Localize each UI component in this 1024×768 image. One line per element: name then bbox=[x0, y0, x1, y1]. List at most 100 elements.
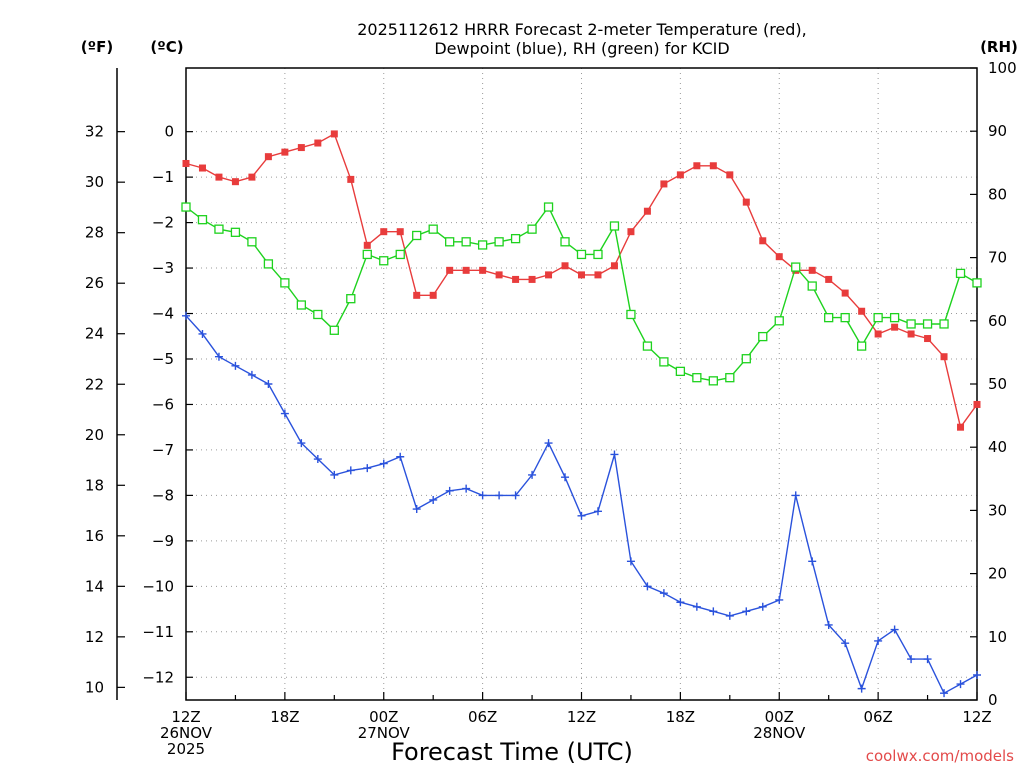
dewpoint-point bbox=[544, 439, 553, 448]
rh-tick-label: 100 bbox=[988, 59, 1017, 77]
dewpoint-point bbox=[940, 689, 949, 698]
fahrenheit-tick-label: 16 bbox=[85, 527, 104, 545]
dewpoint-point bbox=[577, 511, 586, 520]
rh-point bbox=[922, 319, 933, 329]
rh-point bbox=[642, 341, 653, 351]
rh-point bbox=[609, 221, 620, 231]
dewpoint-point bbox=[841, 639, 850, 648]
temperature-point bbox=[759, 237, 767, 245]
temperature-point bbox=[528, 275, 536, 283]
rh-point bbox=[379, 256, 389, 266]
temperature-point bbox=[610, 262, 618, 270]
dewpoint-point bbox=[462, 484, 471, 493]
dewpoint-point bbox=[214, 352, 223, 361]
dewpoint-point bbox=[956, 680, 965, 689]
temperature-point bbox=[594, 271, 602, 279]
temperature-point bbox=[198, 164, 206, 172]
temperature-point bbox=[314, 139, 322, 147]
rh-point bbox=[791, 262, 801, 272]
rh-point bbox=[346, 294, 356, 304]
x-tick-label: 12Z bbox=[567, 708, 596, 726]
temperature-point bbox=[693, 162, 701, 170]
temperature-point bbox=[858, 307, 866, 315]
x-tick-label: 18Z bbox=[666, 708, 695, 726]
temperature-point bbox=[825, 275, 833, 283]
dewpoint-point bbox=[363, 464, 372, 473]
fahrenheit-tick-label: 12 bbox=[85, 628, 104, 646]
rh-point bbox=[362, 249, 372, 260]
temperature-point bbox=[957, 423, 965, 431]
dewpoint-point bbox=[313, 455, 322, 464]
x-tick-label: 12Z bbox=[171, 708, 200, 726]
rh-point bbox=[461, 237, 471, 247]
rh-point bbox=[412, 230, 422, 241]
rh-point bbox=[395, 249, 405, 260]
temperature-point bbox=[363, 241, 371, 249]
rh-tick-label: 40 bbox=[988, 438, 1007, 456]
celsius-tick-label: −2 bbox=[152, 214, 174, 232]
fahrenheit-tick-label: 22 bbox=[85, 375, 104, 393]
rh-point bbox=[955, 268, 966, 279]
dewpoint-point bbox=[182, 311, 190, 320]
rh-point bbox=[247, 237, 257, 247]
dewpoint-point bbox=[725, 611, 734, 620]
temperature-point bbox=[479, 266, 487, 274]
rh-point bbox=[197, 215, 208, 225]
dewpoint-point bbox=[775, 595, 784, 604]
rh-point bbox=[181, 202, 191, 212]
rh-point bbox=[214, 224, 224, 234]
dewpoint-point bbox=[742, 607, 751, 616]
rh-unit-label: (RH) bbox=[980, 38, 1018, 56]
rh-point bbox=[741, 354, 751, 364]
celsius-tick-label: −4 bbox=[152, 305, 174, 323]
dewpoint-point bbox=[643, 582, 652, 591]
x-axis-label: Forecast Time (UTC) bbox=[391, 738, 633, 766]
rh-point bbox=[230, 227, 241, 237]
rh-point bbox=[758, 331, 768, 342]
dewpoint-point bbox=[593, 507, 602, 516]
dewpoint-point bbox=[824, 620, 833, 629]
dewpoint-point bbox=[445, 486, 454, 495]
temperature-point bbox=[182, 159, 190, 167]
temperature-point bbox=[841, 289, 849, 297]
celsius-tick-label: −10 bbox=[142, 577, 174, 595]
temperature-point bbox=[495, 271, 503, 279]
chart-title-line1: 2025112612 HRRR Forecast 2-meter Tempera… bbox=[357, 20, 807, 39]
temperature-point bbox=[462, 266, 470, 274]
rh-point bbox=[543, 202, 554, 212]
rh-tick-label: 30 bbox=[988, 501, 1007, 519]
rh-point bbox=[708, 376, 718, 386]
temperature-point bbox=[578, 271, 585, 279]
rh-point bbox=[807, 281, 817, 291]
dewpoint-point bbox=[890, 625, 899, 634]
dewpoint-point bbox=[511, 491, 520, 500]
temperature-point bbox=[726, 171, 734, 179]
dewpoint-point bbox=[709, 607, 718, 616]
temperature-point bbox=[380, 228, 388, 236]
rh-point bbox=[329, 325, 339, 335]
rh-tick-label: 90 bbox=[988, 122, 1007, 140]
temperature-point bbox=[248, 173, 256, 181]
temperature-point bbox=[429, 291, 437, 299]
series bbox=[181, 130, 982, 698]
fahrenheit-unit-label: (ºF) bbox=[81, 38, 113, 56]
rh-point bbox=[824, 312, 834, 323]
rh-point bbox=[510, 233, 521, 244]
dewpoint-point bbox=[973, 670, 981, 679]
dewpoint-point bbox=[231, 361, 240, 370]
celsius-tick-label: −7 bbox=[152, 441, 174, 459]
rh-tick-label: 10 bbox=[988, 628, 1007, 646]
x-tick-label: 00Z bbox=[369, 708, 398, 726]
rh-tick-label: 60 bbox=[988, 312, 1007, 330]
dewpoint-point bbox=[478, 491, 487, 500]
dewpoint-point bbox=[396, 452, 405, 461]
rh-point bbox=[856, 341, 867, 351]
temperature-point bbox=[874, 330, 882, 338]
temperature-point bbox=[891, 323, 899, 331]
fahrenheit-tick-label: 18 bbox=[85, 476, 104, 494]
celsius-tick-label: −5 bbox=[152, 350, 174, 368]
dewpoint-point bbox=[528, 470, 537, 479]
rh-point bbox=[280, 278, 290, 288]
rh-point bbox=[774, 316, 784, 326]
